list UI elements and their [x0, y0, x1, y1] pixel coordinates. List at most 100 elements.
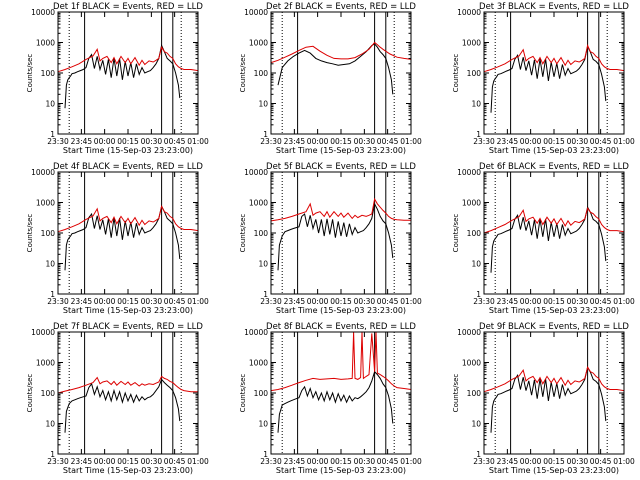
x-tick-label: 00:00 — [520, 457, 542, 466]
y-axis-label: Counts/sec — [452, 374, 460, 413]
x-axis-label: Start Time (15-Sep-03 23:23:00) — [489, 146, 619, 155]
y-tick-label: 100 — [467, 229, 482, 238]
y-tick-label: 10000 — [244, 168, 268, 177]
chart-panel-5: Det 5f BLACK = Events, RED = LLD 1 10 100 10… — [239, 162, 422, 315]
x-tick-label: 00:45 — [590, 457, 612, 466]
y-tick-label: 1 — [50, 130, 55, 139]
y-tick-label: 1000 — [462, 199, 481, 208]
chart-panel-3: Det 3f BLACK = Events, RED = LLD 1 10 100 10… — [452, 2, 635, 155]
lld-series-line — [270, 41, 412, 64]
x-tick-label: 00:15 — [330, 457, 352, 466]
y-tick-label: 10000 — [31, 168, 55, 177]
x-tick-label: 00:45 — [377, 137, 399, 146]
y-axis-label: Counts/sec — [26, 214, 34, 253]
x-tick-label: 01:00 — [187, 297, 209, 306]
x-tick-label: 23:45 — [284, 297, 306, 306]
x-tick-label: 00:15 — [117, 297, 139, 306]
events-series-line — [490, 365, 607, 433]
x-tick-label: 00:15 — [543, 137, 565, 146]
chart-title: Det 4f BLACK = Events, RED = LLD — [53, 162, 203, 172]
x-tick-label: 23:30 — [473, 297, 495, 306]
x-tick-label: 00:45 — [590, 137, 612, 146]
y-tick-label: 1000 — [249, 359, 268, 368]
plot-frame — [270, 171, 412, 295]
x-tick-label: 23:45 — [71, 137, 93, 146]
events-series-line — [64, 43, 181, 109]
x-tick-label: 23:30 — [47, 137, 69, 146]
x-axis-label: Start Time (15-Sep-03 23:23:00) — [63, 466, 193, 475]
lld-series-line — [270, 331, 412, 392]
lld-series-line — [483, 43, 625, 73]
x-tick-label: 23:45 — [71, 457, 93, 466]
x-tick-label: 00:00 — [307, 457, 329, 466]
y-tick-label: 10 — [471, 260, 481, 269]
y-tick-label: 1 — [50, 290, 55, 299]
chart-panel-4: Det 4f BLACK = Events, RED = LLD 1 10 100 10… — [26, 162, 209, 315]
events-series-line — [64, 378, 181, 433]
x-axis-label: Start Time (15-Sep-03 23:23:00) — [276, 146, 406, 155]
chart-panel-7: Det 7f BLACK = Events, RED = LLD 1 10 100 10… — [26, 322, 209, 475]
events-series-line — [277, 370, 394, 433]
x-tick-label: 01:00 — [187, 137, 209, 146]
y-tick-label: 100 — [41, 69, 56, 78]
chart-title: Det 3f BLACK = Events, RED = LLD — [479, 2, 629, 12]
x-tick-label: 00:15 — [117, 137, 139, 146]
chart-title: Det 6f BLACK = Events, RED = LLD — [479, 162, 629, 172]
y-tick-label: 10 — [258, 100, 268, 109]
chart-panel-8: Det 8f BLACK = Events, RED = LLD 1 10 100 10… — [239, 322, 422, 475]
y-tick-label: 10 — [258, 260, 268, 269]
x-tick-label: 00:45 — [377, 457, 399, 466]
y-tick-label: 10000 — [457, 328, 481, 337]
y-tick-label: 1 — [476, 450, 481, 459]
events-series-line — [277, 202, 394, 271]
y-tick-label: 10000 — [457, 8, 481, 17]
x-tick-label: 23:45 — [497, 137, 519, 146]
plot-frame — [57, 331, 199, 455]
lld-series-line — [57, 375, 198, 394]
x-tick-label: 00:00 — [307, 297, 329, 306]
chart-panel-6: Det 6f BLACK = Events, RED = LLD 1 10 100 10… — [452, 162, 635, 315]
lld-series-line — [57, 204, 199, 233]
chart-title: Det 8f BLACK = Events, RED = LLD — [266, 322, 416, 332]
x-tick-label: 00:45 — [377, 297, 399, 306]
chart-panel-1: Det 1f BLACK = Events, RED = LLD 1 10 100 10… — [26, 2, 209, 155]
x-tick-label: 23:45 — [284, 137, 306, 146]
x-tick-label: 01:00 — [613, 137, 635, 146]
events-series-line — [490, 44, 607, 113]
y-axis-label: Counts/sec — [239, 54, 247, 93]
chart-title: Det 9f BLACK = Events, RED = LLD — [479, 322, 629, 332]
x-tick-label: 00:15 — [543, 297, 565, 306]
y-tick-label: 1000 — [36, 199, 55, 208]
x-tick-label: 23:30 — [473, 457, 495, 466]
y-tick-label: 100 — [467, 69, 482, 78]
x-tick-label: 00:45 — [164, 297, 186, 306]
chart-title: Det 1f BLACK = Events, RED = LLD — [53, 2, 203, 12]
y-tick-label: 1000 — [462, 39, 481, 48]
y-tick-label: 10 — [471, 100, 481, 109]
y-tick-label: 1000 — [36, 359, 55, 368]
x-tick-label: 00:00 — [520, 137, 542, 146]
x-tick-label: 00:00 — [94, 137, 116, 146]
x-axis-label: Start Time (15-Sep-03 23:23:00) — [63, 306, 193, 315]
plot-frame — [483, 11, 625, 135]
x-tick-label: 01:00 — [400, 137, 422, 146]
y-tick-label: 10000 — [31, 328, 55, 337]
x-tick-label: 00:30 — [567, 297, 589, 306]
x-tick-label: 00:30 — [141, 137, 163, 146]
plot-frame — [483, 331, 625, 455]
y-tick-label: 10 — [45, 420, 55, 429]
x-axis-label: Start Time (15-Sep-03 23:23:00) — [276, 466, 406, 475]
events-series-line — [277, 43, 394, 95]
x-tick-label: 00:45 — [590, 297, 612, 306]
x-axis-label: Start Time (15-Sep-03 23:23:00) — [63, 146, 193, 155]
y-axis-label: Counts/sec — [452, 214, 460, 253]
y-tick-label: 1000 — [36, 39, 55, 48]
lld-series-line — [57, 45, 199, 73]
y-tick-label: 1 — [50, 450, 55, 459]
chart-title: Det 2f BLACK = Events, RED = LLD — [266, 2, 416, 12]
y-tick-label: 1000 — [462, 359, 481, 368]
x-tick-label: 01:00 — [400, 457, 422, 466]
y-tick-label: 10 — [45, 260, 55, 269]
plot-frame — [57, 11, 199, 135]
